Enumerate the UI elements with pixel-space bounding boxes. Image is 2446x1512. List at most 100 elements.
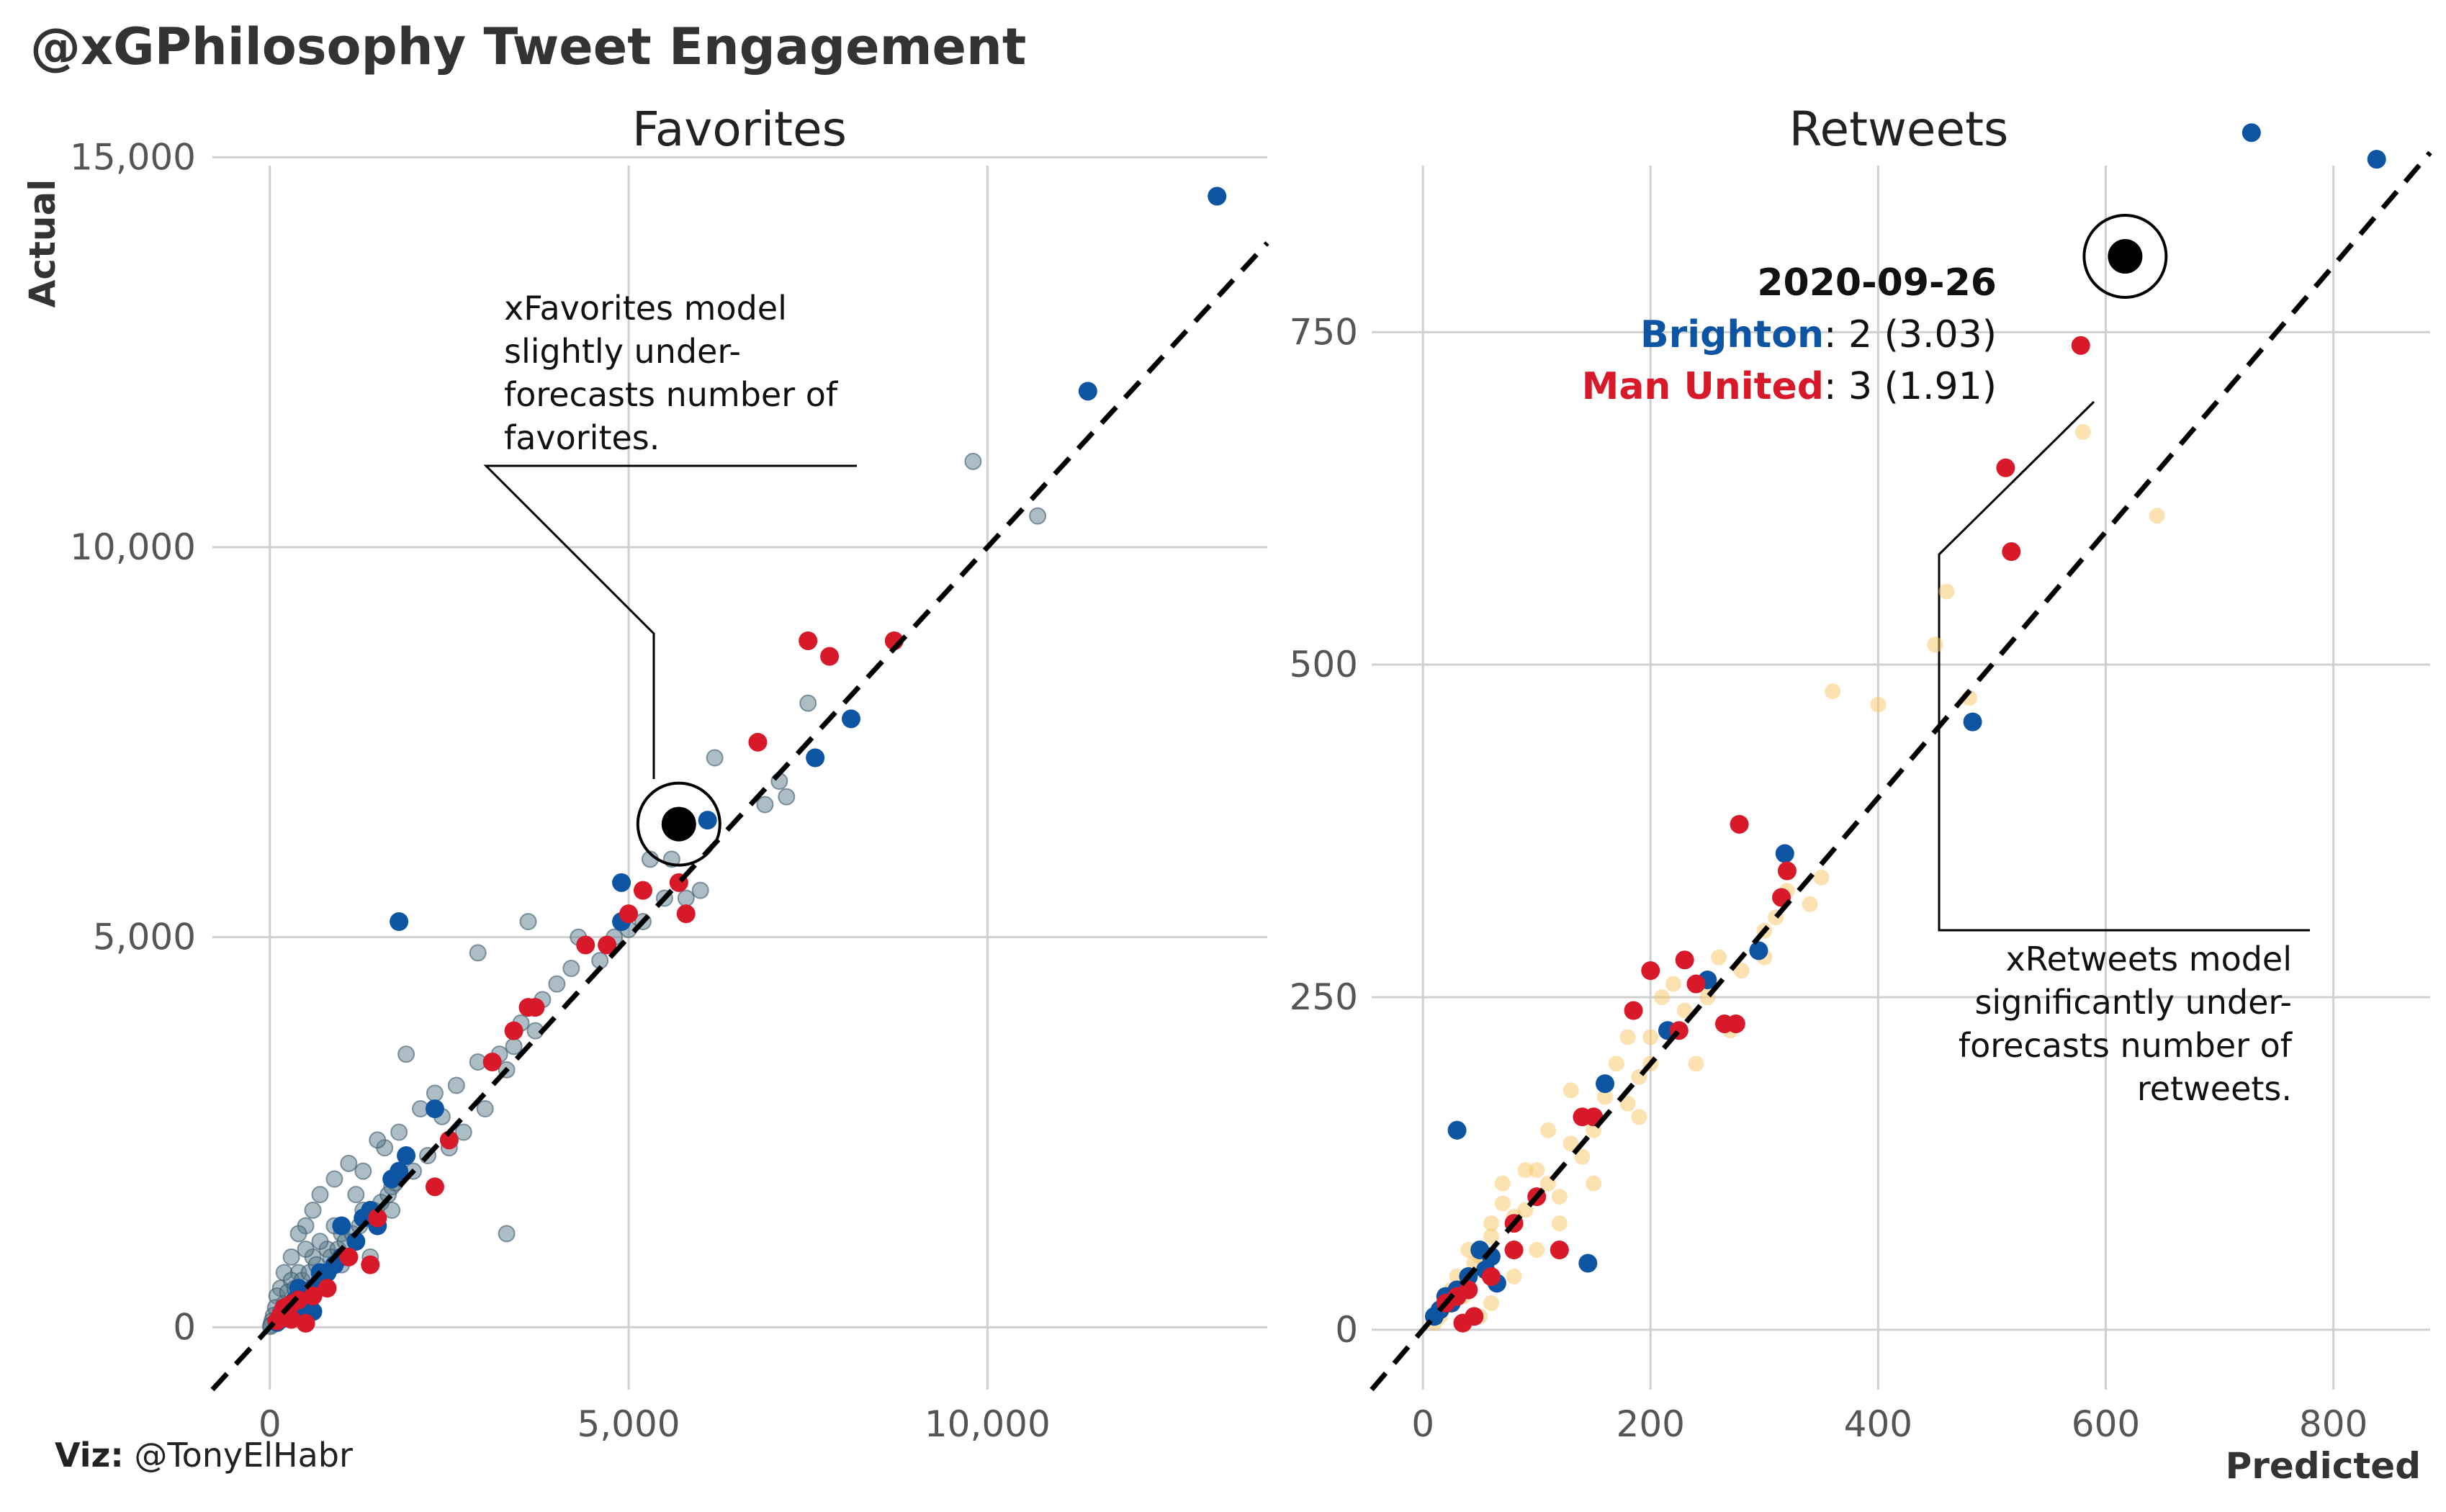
data-point [1504,1241,1524,1260]
data-point [799,631,818,650]
data-point [1563,1135,1579,1152]
data-point [311,1186,329,1204]
data-point [691,881,709,899]
annotation-line: slightly under- [504,332,741,371]
data-point [347,1186,365,1204]
retweets-panel: Retweets 0 250 500 750 0 200 400 600 800 xRetweet… [1290,102,2432,1445]
data-point [504,1021,523,1040]
data-point [339,1247,359,1266]
annotation-line: retweets. [2137,1069,2292,1108]
data-point [1578,1254,1598,1273]
x-tick-label: 10,000 [925,1403,1051,1445]
chart-title: @xGPhilosophy Tweet Engagement [30,17,1026,76]
data-point [1688,1056,1704,1072]
data-point [332,1216,351,1236]
data-point [1506,1268,1522,1284]
data-point [1938,583,1955,600]
data-point [1208,186,1227,206]
data-point [706,749,724,767]
data-point [841,709,860,729]
caption: Viz: @TonyElHabr [55,1436,353,1475]
x-axis-label: Predicted [2226,1445,2421,1487]
data-point [519,913,537,930]
data-point [2242,123,2261,143]
data-point [346,1232,366,1251]
data-point [2367,150,2386,169]
series-man-united [1436,336,2090,1333]
data-point [1963,712,1982,732]
data-point [476,1100,494,1117]
data-point [340,1154,358,1172]
annotation-line: xFavorites model [504,289,787,328]
data-point [1481,1266,1501,1286]
annotation-line: forecasts number of [1959,1026,2293,1065]
favorites-annotation-text: xFavorites model slightly under-forecasts… [504,289,839,457]
data-point [498,1225,516,1243]
data-point [454,1123,472,1141]
data-point [369,1131,387,1149]
data-point [1596,1074,1615,1094]
data-point [1870,696,1887,713]
series-man-united [267,631,904,1333]
data-point [778,788,796,806]
caption-prefix: Viz: [55,1436,124,1475]
home-team-score: : 2 (3.03) [1824,313,1997,356]
data-point [1574,1148,1591,1165]
data-point [311,1233,329,1251]
data-point [426,1084,444,1102]
data-point [756,796,774,814]
data-point [390,912,409,931]
data-point [2071,336,2090,355]
highlight-ring [636,781,721,867]
data-point [1551,1215,1568,1232]
data-point [1813,869,1830,886]
data-point [1483,1228,1499,1245]
data-point [318,1279,337,1298]
data-point [505,1038,523,1056]
data-point [1631,1109,1647,1125]
data-point [469,944,487,962]
data-point [1608,1056,1624,1072]
data-point [1711,949,1727,966]
data-point [1927,636,1943,653]
x-tick-label: 5,000 [577,1403,680,1445]
highlight-ring [2082,214,2168,300]
data-point [1029,507,1047,525]
data-point [1453,1313,1472,1333]
y-tick-label: 500 [1290,644,1358,685]
data-point [806,748,825,768]
favorites-annotation-leader [483,464,857,779]
data-point [447,1076,465,1094]
data-point [820,647,840,666]
y-tick-label: 750 [1290,311,1358,353]
data-point [1802,896,1818,912]
data-point [964,452,982,470]
x-tick-label: 0 [258,1403,282,1445]
data-point [548,975,566,993]
data-point [303,1287,323,1305]
data-point [1676,1002,1693,1019]
data-point [1078,382,1097,401]
data-point [425,1099,444,1118]
favorites-panel-title: Favorites [632,102,847,157]
data-point [397,1045,415,1063]
data-point [1619,1029,1636,1045]
data-point [304,1201,322,1219]
match-date: 2020-09-26 [1757,261,1997,305]
favorites-panel: Favorites 0 5,000 10,000 15,000 0 5,000 10,000… [70,102,1269,1445]
data-point [799,694,817,712]
annotation-line: forecasts number of [504,375,839,414]
data-point [1726,1014,1745,1033]
data-point [562,960,580,977]
annotation-line: xRetweets model [2005,940,2292,978]
data-point [282,1248,300,1266]
retweets-panel-title: Retweets [1789,102,2009,157]
data-point [2002,542,2021,562]
data-point [1586,1175,1602,1192]
data-point [482,1053,502,1071]
x-tick-label: 400 [1844,1403,1912,1445]
data-point [368,1208,387,1228]
match-away-line: Man United: 3 (1.91) [1582,365,1997,408]
data-point [296,1313,315,1333]
